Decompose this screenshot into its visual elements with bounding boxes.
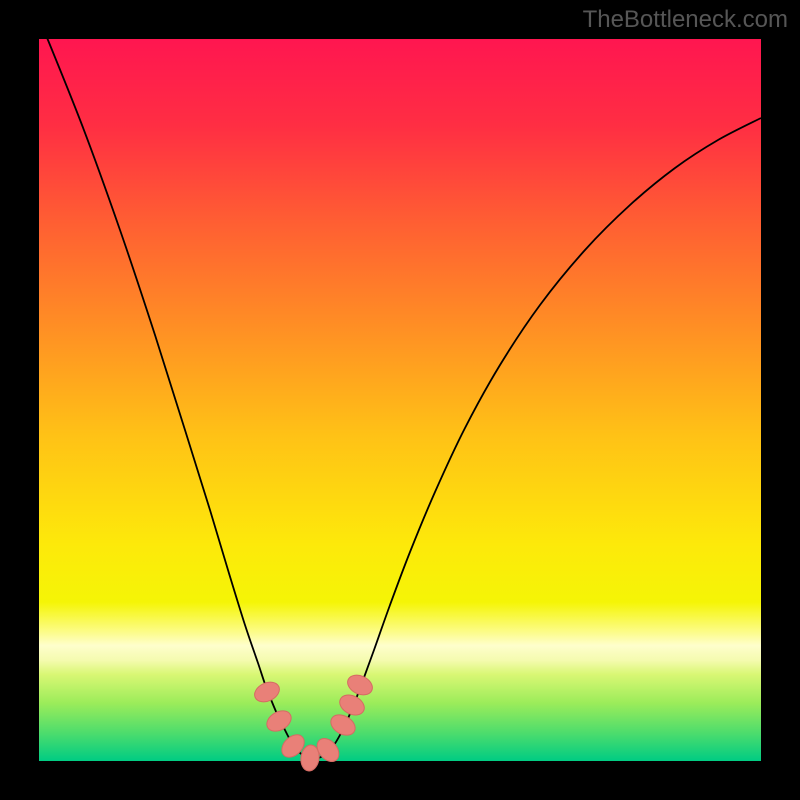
curve-layer	[0, 0, 800, 800]
watermark-text: TheBottleneck.com	[583, 6, 788, 34]
marker-bead	[251, 678, 282, 705]
plot-area	[39, 39, 761, 761]
marker-bead	[263, 707, 295, 736]
marker-group	[251, 671, 375, 772]
bottleneck-curve	[39, 18, 761, 759]
